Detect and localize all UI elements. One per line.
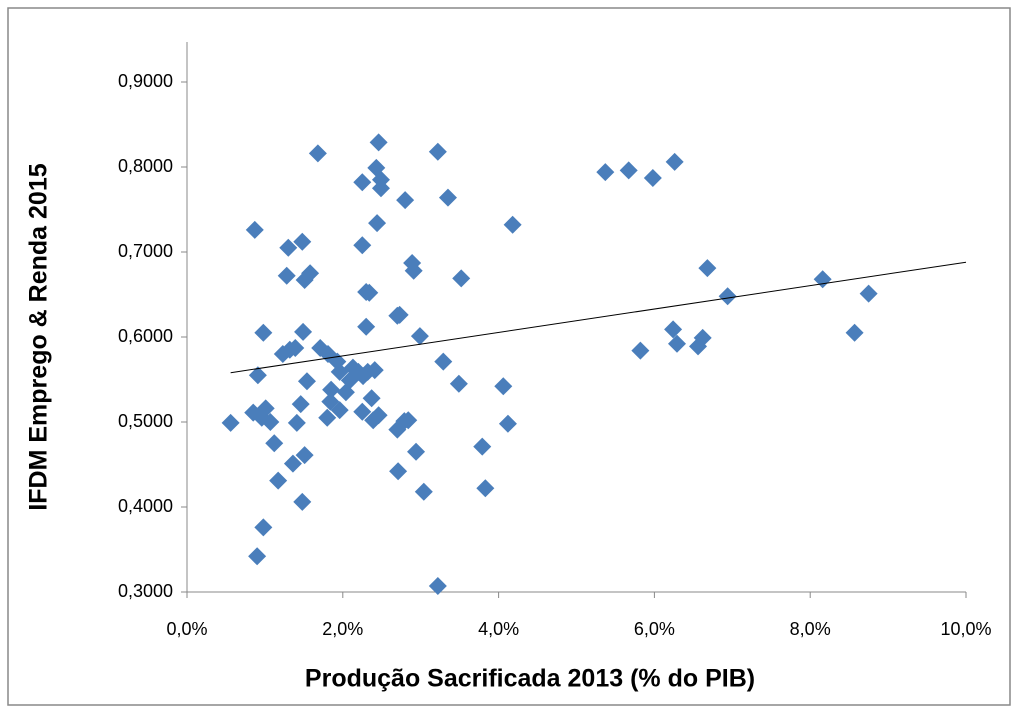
point bbox=[368, 214, 387, 233]
point bbox=[371, 179, 390, 198]
point bbox=[248, 366, 267, 385]
point bbox=[718, 287, 737, 306]
point bbox=[845, 323, 864, 342]
point bbox=[434, 352, 453, 371]
point bbox=[494, 377, 513, 396]
point bbox=[269, 471, 288, 490]
x-tick-label: 10,0% bbox=[940, 619, 991, 639]
point bbox=[369, 133, 388, 152]
point bbox=[452, 269, 471, 288]
point bbox=[414, 482, 433, 501]
point bbox=[283, 454, 302, 473]
point bbox=[256, 399, 275, 418]
point bbox=[476, 479, 495, 498]
point bbox=[294, 322, 313, 341]
point bbox=[396, 191, 415, 210]
y-tick-label: 0,9000 bbox=[118, 71, 173, 91]
point bbox=[631, 341, 650, 360]
point bbox=[503, 215, 522, 234]
point bbox=[399, 411, 418, 430]
point bbox=[254, 518, 273, 537]
point bbox=[449, 374, 468, 393]
point bbox=[291, 395, 310, 414]
point bbox=[353, 173, 372, 192]
point bbox=[248, 547, 267, 566]
x-tick-label: 0,0% bbox=[166, 619, 207, 639]
point bbox=[410, 327, 429, 346]
x-tick-label: 6,0% bbox=[634, 619, 675, 639]
point bbox=[261, 413, 280, 431]
point bbox=[277, 266, 296, 285]
point bbox=[428, 142, 447, 161]
point bbox=[318, 408, 337, 427]
chart-frame bbox=[7, 7, 1011, 706]
point bbox=[265, 434, 284, 453]
point bbox=[287, 413, 306, 432]
x-tick-label: 4,0% bbox=[478, 619, 519, 639]
point bbox=[619, 161, 638, 180]
point bbox=[293, 232, 312, 251]
point bbox=[293, 492, 312, 511]
y-tick-label: 0,8000 bbox=[118, 156, 173, 176]
point bbox=[389, 462, 408, 481]
point bbox=[693, 328, 712, 347]
x-tick-label: 8,0% bbox=[790, 619, 831, 639]
point bbox=[330, 401, 349, 420]
point bbox=[308, 144, 327, 163]
point bbox=[245, 220, 264, 239]
point bbox=[665, 152, 684, 171]
point bbox=[390, 305, 409, 324]
point bbox=[643, 169, 662, 188]
point bbox=[301, 264, 320, 283]
point bbox=[369, 406, 388, 425]
point bbox=[859, 284, 878, 303]
point bbox=[404, 261, 423, 280]
y-tick-label: 0,4000 bbox=[118, 496, 173, 516]
point bbox=[286, 339, 305, 358]
point bbox=[362, 389, 381, 408]
x-axis-title: Produção Sacrificada 2013 (% do PIB) bbox=[305, 665, 755, 693]
point bbox=[353, 236, 372, 255]
point bbox=[813, 270, 832, 289]
point bbox=[664, 320, 683, 339]
point bbox=[667, 334, 686, 353]
point bbox=[596, 163, 615, 182]
y-tick-label: 0,5000 bbox=[118, 411, 173, 431]
point bbox=[295, 446, 314, 465]
y-tick-label: 0,6000 bbox=[118, 326, 173, 346]
point bbox=[322, 380, 341, 399]
point bbox=[279, 238, 298, 257]
point bbox=[498, 414, 517, 433]
point bbox=[360, 283, 379, 302]
point bbox=[353, 402, 372, 421]
y-tick-label: 0,7000 bbox=[118, 241, 173, 261]
point bbox=[357, 317, 376, 336]
y-tick-label: 0,3000 bbox=[118, 581, 173, 601]
point bbox=[698, 259, 717, 278]
x-tick-label: 2,0% bbox=[322, 619, 363, 639]
point bbox=[297, 372, 316, 391]
point bbox=[407, 442, 426, 461]
point bbox=[473, 437, 492, 456]
y-axis-title: IFDM Emprego & Renda 2015 bbox=[25, 163, 53, 510]
point bbox=[221, 413, 240, 432]
point bbox=[365, 361, 384, 380]
trendline bbox=[230, 261, 967, 374]
point bbox=[254, 323, 273, 342]
point bbox=[438, 188, 457, 207]
point bbox=[428, 577, 447, 596]
